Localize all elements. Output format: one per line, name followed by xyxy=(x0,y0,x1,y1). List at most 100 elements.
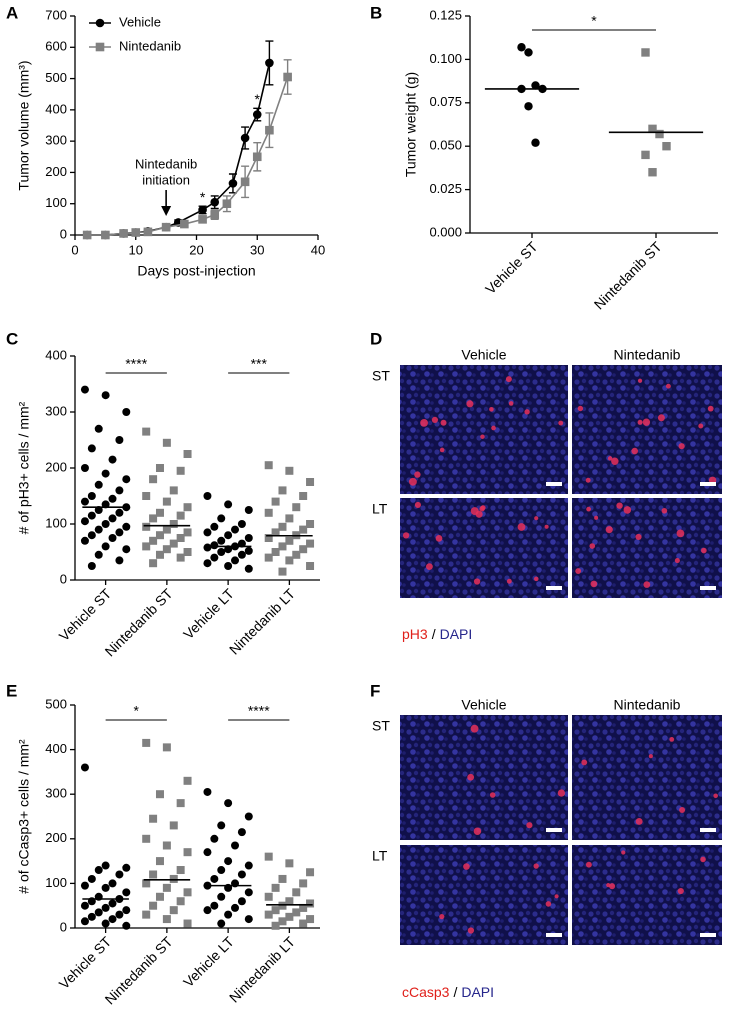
marker xyxy=(108,899,117,908)
marker xyxy=(176,466,185,475)
marker xyxy=(101,903,110,912)
marker xyxy=(285,556,294,565)
marker xyxy=(271,497,280,506)
micrograph xyxy=(400,845,568,945)
marker xyxy=(210,197,220,207)
x-tick-label: 30 xyxy=(250,242,264,257)
marker xyxy=(292,908,301,917)
marker xyxy=(237,539,246,548)
marker xyxy=(94,525,103,534)
marker xyxy=(217,866,226,875)
stain-spot xyxy=(605,526,613,534)
marker xyxy=(183,848,192,857)
marker xyxy=(265,125,274,135)
caption: pH3/DAPI xyxy=(402,626,472,642)
stain-spot xyxy=(575,568,582,574)
marker xyxy=(176,866,185,875)
marker xyxy=(183,450,192,458)
marker xyxy=(299,525,308,534)
marker xyxy=(142,492,151,500)
stain-spot xyxy=(533,576,539,582)
stain-spot xyxy=(479,506,485,512)
stain-spot xyxy=(467,927,475,934)
panel-letter: D xyxy=(370,329,382,348)
stain-spot xyxy=(440,419,447,426)
x-tick-label: Nintedanib LT xyxy=(226,585,299,658)
marker xyxy=(278,874,287,883)
marker xyxy=(244,564,253,573)
stain-spot xyxy=(470,724,479,733)
marker xyxy=(271,548,280,556)
marker xyxy=(101,883,110,892)
y-tick-label: 200 xyxy=(45,459,67,474)
marker xyxy=(169,874,178,883)
stain-spot xyxy=(678,443,685,450)
marker xyxy=(169,539,178,548)
y-axis-label: Tumor volume (mm³) xyxy=(16,60,32,190)
x-tick-label: Vehicle ST xyxy=(482,238,541,297)
stain-spot xyxy=(491,425,496,431)
marker xyxy=(648,168,657,177)
y-tick-label: 100 xyxy=(45,515,67,530)
y-tick-label: 300 xyxy=(45,133,67,148)
marker xyxy=(306,520,315,528)
marker xyxy=(115,910,124,919)
scale-bar xyxy=(546,586,562,590)
marker xyxy=(264,553,273,562)
marker xyxy=(198,205,207,215)
annotation: Nintedanib xyxy=(135,156,197,171)
y-tick-label: 0 xyxy=(60,226,67,241)
y-tick-label: 0.050 xyxy=(429,138,462,153)
marker xyxy=(264,534,273,542)
marker xyxy=(80,385,89,394)
stain-spot xyxy=(637,378,643,383)
marker xyxy=(149,901,158,910)
micrograph xyxy=(572,845,722,945)
stain-spot xyxy=(589,543,596,549)
marker xyxy=(108,915,117,924)
marker xyxy=(94,908,103,917)
marker xyxy=(252,110,262,119)
micrograph xyxy=(400,365,568,494)
marker xyxy=(87,912,96,921)
stain-spot xyxy=(558,420,564,426)
marker xyxy=(162,438,171,447)
marker xyxy=(101,500,110,509)
stain-label: pH3 xyxy=(402,626,428,642)
marker xyxy=(285,897,294,906)
marker xyxy=(162,525,171,534)
y-tick-label: 0.125 xyxy=(429,7,462,22)
marker xyxy=(122,921,131,930)
marker xyxy=(122,906,131,915)
y-tick-label: 0.000 xyxy=(429,224,462,239)
marker xyxy=(244,915,253,924)
marker xyxy=(183,528,192,537)
marker xyxy=(244,506,253,514)
marker xyxy=(224,799,233,808)
stain-spot xyxy=(517,523,526,531)
marker xyxy=(87,444,96,453)
stain-spot xyxy=(616,502,623,509)
significance: **** xyxy=(125,356,147,372)
marker xyxy=(210,522,219,531)
x-tick-label: 0 xyxy=(71,242,78,257)
stain-spot xyxy=(506,578,512,584)
marker xyxy=(149,870,158,879)
marker xyxy=(108,879,117,888)
marker xyxy=(176,511,185,520)
marker xyxy=(80,464,89,472)
row-label: LT xyxy=(372,501,388,517)
marker xyxy=(183,503,192,512)
y-tick-label: 100 xyxy=(45,875,67,890)
x-tick-label: Nintedanib ST xyxy=(591,238,665,312)
stain-spot xyxy=(698,423,704,429)
marker xyxy=(115,528,124,537)
marker xyxy=(155,892,164,901)
marker xyxy=(264,892,273,901)
x-tick-label: Vehicle LT xyxy=(180,933,237,990)
separator: / xyxy=(453,984,457,1000)
stain-spot xyxy=(554,894,559,899)
marker xyxy=(306,899,315,908)
marker xyxy=(142,879,151,888)
